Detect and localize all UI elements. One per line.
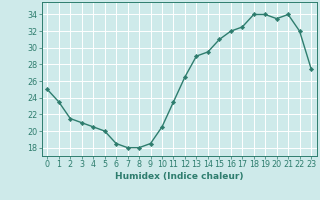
X-axis label: Humidex (Indice chaleur): Humidex (Indice chaleur) — [115, 172, 244, 181]
